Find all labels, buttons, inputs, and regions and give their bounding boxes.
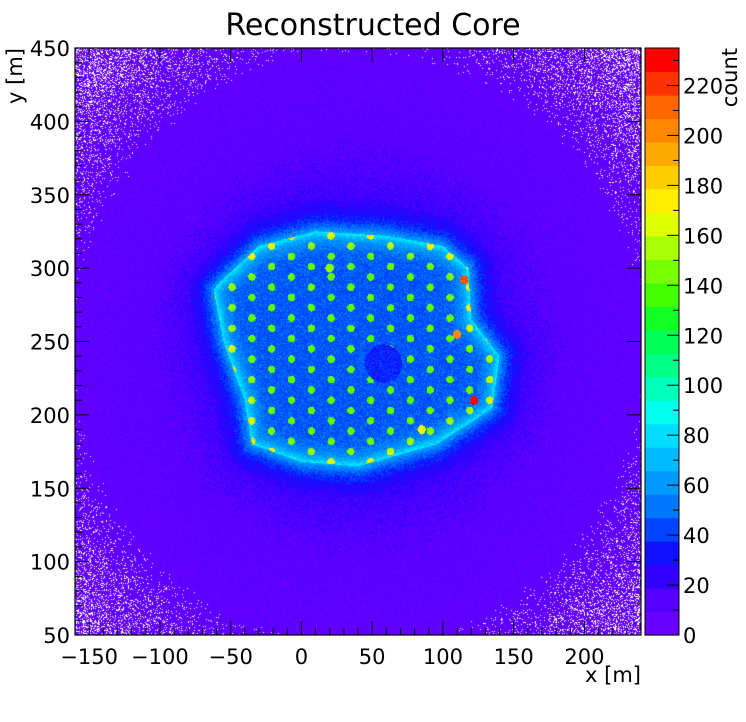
colorbar-segment xyxy=(645,259,679,284)
colorbar-tick-label: 220 xyxy=(683,74,723,98)
colorbar-segment xyxy=(645,588,679,613)
colorbar-frame xyxy=(644,47,680,636)
x-tick-label: 100 xyxy=(423,645,463,669)
x-tick-label: 0 xyxy=(295,645,308,669)
heatmap-image xyxy=(75,48,641,635)
colorbar-segment xyxy=(645,71,679,96)
x-axis-ticks: −150 −100 −50 0 50 100 150 200 xyxy=(60,48,642,669)
colorbar-tick-label: 20 xyxy=(683,574,710,598)
colorbar-tick-label: 120 xyxy=(683,324,723,348)
colorbar-segment xyxy=(645,400,679,425)
colorbar-tick-label: 160 xyxy=(683,224,723,248)
colorbar-tick-label: 140 xyxy=(683,274,723,298)
colorbar-segment xyxy=(645,423,679,448)
chart-title: Reconstructed Core xyxy=(225,8,520,43)
colorbar-tick-label: 100 xyxy=(683,374,723,398)
colorbar-segment xyxy=(645,353,679,378)
plot-area xyxy=(74,47,642,636)
y-tick-label: 200 xyxy=(30,404,70,428)
x-tick-label: −150 xyxy=(60,645,118,669)
colorbar-segment xyxy=(645,541,679,566)
colorbar-segment xyxy=(645,494,679,519)
colorbar-tick-label: 200 xyxy=(683,124,723,148)
y-tick-label: 100 xyxy=(30,551,70,575)
y-tick-label: 400 xyxy=(30,110,70,134)
colorbar-segment xyxy=(645,282,679,307)
colorbar-tick-label: 80 xyxy=(683,424,710,448)
colorbar-segment xyxy=(645,118,679,143)
y-tick-label: 250 xyxy=(30,331,70,355)
x-tick-label: 150 xyxy=(494,645,534,669)
y-tick-label: 350 xyxy=(30,184,70,208)
y-axis-label: y [m] xyxy=(3,48,27,104)
colorbar-segment xyxy=(645,235,679,260)
colorbar-tick-label: 40 xyxy=(683,524,710,548)
colorbar-segment xyxy=(645,141,679,166)
colorbar-ticks: 0 20 40 60 80 100 120 140 160 180 200 220 xyxy=(667,59,723,648)
y-axis-ticks: 50 100 150 200 250 300 350 400 450 xyxy=(30,37,641,648)
colorbar-segment xyxy=(645,94,679,120)
x-tick-label: 200 xyxy=(564,645,604,669)
y-tick-label: 450 xyxy=(30,37,70,61)
colorbar xyxy=(644,47,680,636)
colorbar-segment xyxy=(645,517,679,542)
colorbar-segment xyxy=(645,212,679,237)
colorbar-segment xyxy=(645,329,679,354)
y-tick-label: 50 xyxy=(43,624,70,648)
x-axis-label: x [m] xyxy=(585,663,641,687)
colorbar-segment xyxy=(645,376,679,401)
colorbar-tick-label: 60 xyxy=(683,474,710,498)
colorbar-label: count xyxy=(718,48,742,107)
x-tick-label: 50 xyxy=(359,645,386,669)
y-tick-label: 150 xyxy=(30,477,70,501)
x-tick-label: −100 xyxy=(131,645,189,669)
colorbar-segment xyxy=(645,188,679,213)
y-tick-label: 300 xyxy=(30,257,70,281)
colorbar-segment xyxy=(645,611,679,636)
colorbar-segment xyxy=(645,447,679,472)
x-tick-label: −50 xyxy=(208,645,252,669)
colorbar-segment xyxy=(645,470,679,495)
colorbar-tick-label: 180 xyxy=(683,174,723,198)
colorbar-tick-label: 0 xyxy=(683,624,696,648)
